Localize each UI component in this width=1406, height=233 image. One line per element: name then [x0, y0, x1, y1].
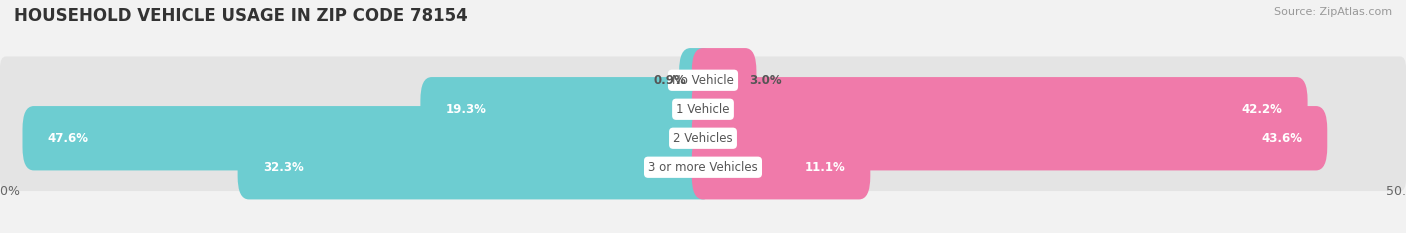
Text: 43.6%: 43.6%: [1261, 132, 1302, 145]
Text: Source: ZipAtlas.com: Source: ZipAtlas.com: [1274, 7, 1392, 17]
FancyBboxPatch shape: [0, 86, 1406, 133]
Text: No Vehicle: No Vehicle: [672, 74, 734, 87]
Text: 19.3%: 19.3%: [446, 103, 486, 116]
Text: 47.6%: 47.6%: [48, 132, 89, 145]
FancyBboxPatch shape: [692, 106, 1327, 170]
Text: 32.3%: 32.3%: [263, 161, 304, 174]
Text: 1 Vehicle: 1 Vehicle: [676, 103, 730, 116]
FancyBboxPatch shape: [0, 56, 1406, 104]
Text: 3 or more Vehicles: 3 or more Vehicles: [648, 161, 758, 174]
Text: 11.1%: 11.1%: [804, 161, 845, 174]
FancyBboxPatch shape: [0, 144, 1406, 191]
Text: 42.2%: 42.2%: [1241, 103, 1282, 116]
FancyBboxPatch shape: [679, 48, 714, 113]
FancyBboxPatch shape: [0, 114, 1406, 162]
Text: 2 Vehicles: 2 Vehicles: [673, 132, 733, 145]
FancyBboxPatch shape: [692, 135, 870, 199]
FancyBboxPatch shape: [238, 135, 714, 199]
Text: 0.9%: 0.9%: [654, 74, 686, 87]
FancyBboxPatch shape: [692, 48, 756, 113]
FancyBboxPatch shape: [692, 77, 1308, 141]
FancyBboxPatch shape: [22, 106, 714, 170]
Text: 3.0%: 3.0%: [749, 74, 782, 87]
Legend: Owner-occupied, Renter-occupied: Owner-occupied, Renter-occupied: [581, 229, 825, 233]
Text: HOUSEHOLD VEHICLE USAGE IN ZIP CODE 78154: HOUSEHOLD VEHICLE USAGE IN ZIP CODE 7815…: [14, 7, 468, 25]
FancyBboxPatch shape: [420, 77, 714, 141]
